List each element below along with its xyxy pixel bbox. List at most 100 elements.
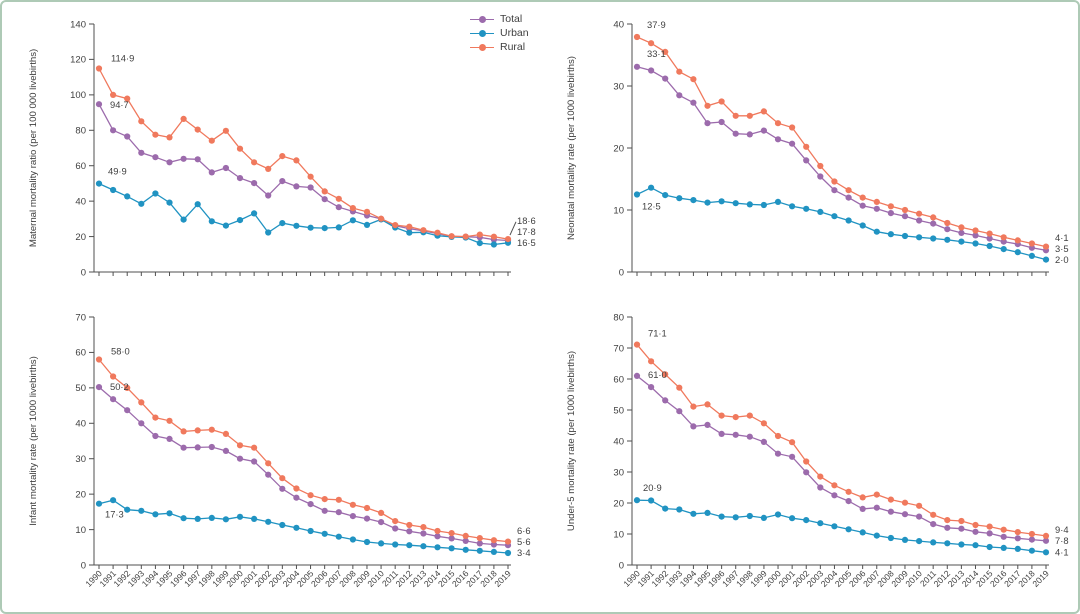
series-total-marker [704,120,711,127]
series-rural-marker [476,535,483,542]
series-total-marker [349,513,356,520]
series-rural-marker [124,95,131,102]
series-total-marker [152,154,159,161]
series-rural-marker [420,524,427,531]
legend: Total Urban Rural [470,14,529,53]
series-urban-marker [180,515,187,522]
y-tick-label: 80 [75,126,86,137]
series-rural-marker [944,517,951,524]
series-urban-marker [406,229,413,236]
series-rural-marker [1014,237,1021,244]
series-urban-marker [803,517,810,524]
start-value-label: 61·0 [648,369,667,380]
series-urban-marker [1042,549,1050,556]
series-rural-marker [490,537,497,544]
series-total-marker [307,501,314,508]
series-total-marker [859,202,866,209]
series-rural-marker [662,371,669,378]
start-value-label: 50·2 [110,381,129,392]
series-urban-marker [124,506,131,513]
series-rural-marker [138,399,145,406]
series-rural-marker [986,230,993,237]
series-rural-marker [662,48,669,56]
y-tick-label: 70 [613,343,624,354]
legend-item-rural: Rural [470,42,529,53]
series-urban-marker [420,543,427,550]
legend-label-rural: Rural [500,41,526,53]
series-rural-marker [774,120,782,127]
series-urban-marker [335,533,342,540]
series-rural-marker [222,430,229,437]
series-total-marker [859,505,866,512]
neonatal-mortality-plot: 0 10 20 30 40 Neonatal mortality rate (per 10… [566,19,1069,278]
series-total-marker [887,210,894,217]
series-rural-marker [873,491,880,498]
series-total-marker [972,232,979,239]
series-rural-marker [887,203,894,210]
series-total-marker [986,235,993,242]
series-rural-marker [1042,243,1050,250]
series-total-marker [152,432,159,440]
series-rural-marker [789,439,796,446]
series-urban-marker [236,513,244,520]
series-rural-marker [916,210,923,217]
series-rural-marker [676,68,683,75]
series-total-marker [166,435,173,442]
series-urban-marker [746,201,753,208]
series-urban-marker [817,208,824,215]
series-rural-marker [648,40,655,47]
series-rural-marker [690,403,697,410]
series-rural-marker [930,214,937,221]
series-rural-marker [803,458,810,465]
series-total-marker [194,156,201,163]
series-total-marker [236,175,244,182]
series-urban-marker [690,510,697,517]
series-total-marker [321,507,328,514]
series-total-marker [690,423,697,430]
series-urban-marker [901,232,909,240]
series-total-marker [760,438,767,445]
y-tick-label: 120 [70,55,86,66]
series-urban-marker [633,191,641,198]
series-total-marker [222,164,229,172]
series-total-marker [803,157,810,164]
end-value-label: 3·5 [1055,243,1069,254]
start-value-label: 94·7 [110,99,129,110]
series-urban-marker [718,513,725,520]
y-axis-title: Maternal mortality ratio (per 100 000 li… [28,49,39,247]
series-rural-marker [1028,240,1035,247]
series-total-marker [916,513,923,520]
series-total-marker [265,192,272,199]
series-rural-marker [335,195,342,202]
series-total-marker [124,133,131,140]
series-rural-marker [251,159,258,166]
series-urban-marker [774,511,782,518]
series-total-marker [1042,537,1050,544]
y-tick-label: 10 [613,205,624,216]
series-total-marker [760,127,767,134]
start-value-label: 12·5 [642,201,661,212]
series-total-marker [222,447,229,454]
series-total-marker [138,149,145,156]
series-total-marker [335,509,342,516]
series-total-marker [307,184,314,191]
y-tick-label: 40 [75,419,86,430]
series-total-marker [831,187,838,194]
series-rural-marker [349,205,356,212]
series-rural-marker [293,157,300,164]
series-total-marker [462,537,469,544]
series-rural-marker [760,420,767,427]
series-urban-marker [901,536,909,543]
series-total-marker [817,484,824,491]
y-tick-label: 40 [75,196,86,207]
y-tick-label: 30 [75,454,86,465]
series-urban-marker [321,530,328,537]
series-urban-marker [986,242,993,250]
series-rural-marker [406,223,413,230]
series-urban-marker [490,241,497,248]
series-urban-marker [930,539,937,546]
y-axis-title: Under-5 mortality rate (per 1000 livebir… [566,351,577,531]
series-total-marker [476,540,483,547]
series-urban-marker [958,541,965,548]
series-rural-line [98,68,509,240]
